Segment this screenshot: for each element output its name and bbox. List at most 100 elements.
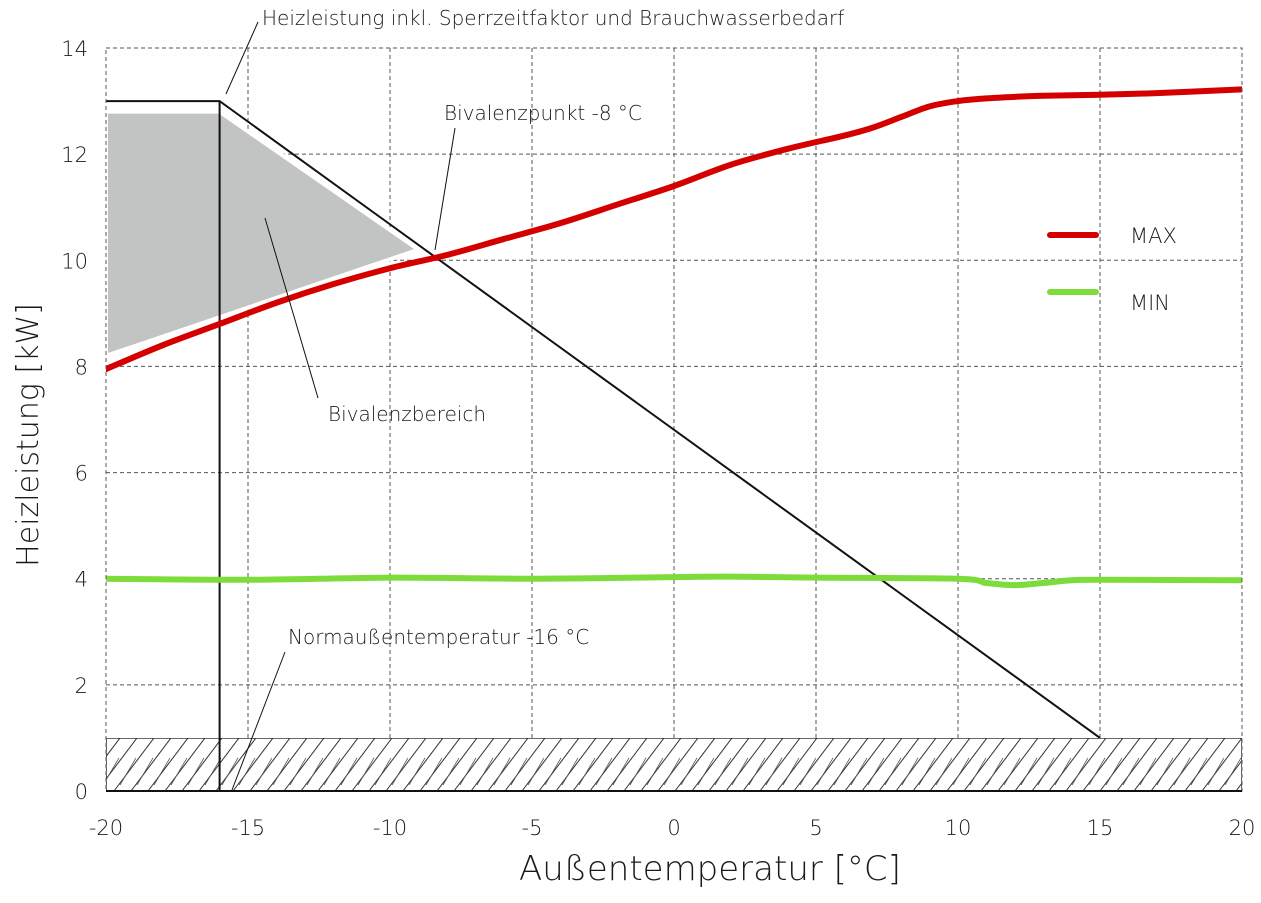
- y-tick-label: 12: [61, 143, 88, 167]
- hatch-stroke: [119, 757, 137, 786]
- y-tick-label: 2: [75, 674, 88, 698]
- hatch-stroke: [680, 757, 698, 786]
- hatch-stroke: [521, 738, 563, 791]
- hatch-stroke: [759, 738, 801, 791]
- legend-label-max: MAX: [1130, 224, 1177, 248]
- hatch-stroke: [106, 757, 120, 781]
- hatch-stroke: [629, 757, 647, 786]
- hatch-stroke: [357, 757, 375, 786]
- hatch-stroke: [368, 738, 410, 791]
- hatch-stroke: [340, 757, 358, 786]
- hatch-stroke: [266, 738, 308, 791]
- hatch-stroke: [459, 757, 477, 786]
- hatch-stroke: [419, 738, 461, 791]
- hatch-stroke: [323, 757, 341, 786]
- hatch-stroke: [980, 738, 1022, 791]
- annotation-bivalent-area: Bivalenzbereich: [328, 402, 486, 426]
- leader-bivalent-area: [264, 217, 319, 399]
- hatch-stroke: [436, 738, 478, 791]
- y-tick-label: 6: [75, 462, 88, 486]
- hatch-stroke: [249, 738, 291, 791]
- hatch-stroke: [878, 738, 920, 791]
- hatch-stroke: [130, 738, 172, 791]
- hatch-stroke: [1207, 757, 1225, 786]
- y-axis-ticks: 0 2 4 6 8 10 12 14: [61, 37, 88, 804]
- hatch-stroke: [232, 738, 274, 791]
- hatch-stroke: [918, 757, 936, 786]
- hatch-stroke: [986, 757, 1004, 786]
- hatch-stroke: [283, 738, 325, 791]
- hatch-stroke: [442, 757, 460, 786]
- hatch-stroke: [272, 757, 290, 786]
- hatch-stroke: [935, 757, 953, 786]
- plot-lines: [106, 86, 1242, 791]
- hatch-stroke: [52, 758, 68, 785]
- hatch-stroke: [640, 738, 682, 791]
- y-tick-label: 14: [61, 37, 88, 61]
- hatch-stroke: [164, 738, 206, 791]
- hatch-stroke: [606, 738, 648, 791]
- bivalent-area-polygon: [104, 109, 423, 359]
- hatch-stroke: [470, 738, 512, 791]
- hatch-stroke: [215, 738, 257, 791]
- hatch-stroke: [289, 757, 307, 786]
- hatch-stroke: [106, 738, 121, 758]
- hatch-stroke: [799, 757, 817, 786]
- hatch-stroke: [850, 757, 868, 786]
- hatch-stroke: [1020, 757, 1038, 786]
- x-tick-label: 20: [1229, 816, 1256, 840]
- hatch-stroke: [884, 757, 902, 786]
- hatch-stroke: [1150, 738, 1192, 791]
- hatched-band: [52, 738, 1261, 791]
- hatch-stroke: [527, 757, 545, 786]
- hatch-stroke: [1167, 738, 1209, 791]
- hatch-stroke: [810, 738, 852, 791]
- annotation-heating-load: Heizleistung inkl. Sperrzeitfaktor und B…: [262, 6, 844, 30]
- hatch-stroke: [1253, 738, 1261, 791]
- hatch-stroke: [487, 738, 529, 791]
- x-tick-label: 0: [667, 816, 680, 840]
- hatch-stroke: [408, 757, 426, 786]
- hatch-stroke: [697, 757, 715, 786]
- hatch-stroke: [657, 738, 699, 791]
- hatch-stroke: [1088, 757, 1106, 786]
- hatch-stroke: [1190, 757, 1208, 786]
- hatch-stroke: [963, 738, 1005, 791]
- hatch-stroke: [1133, 738, 1175, 791]
- hatch-stroke: [776, 738, 818, 791]
- hatch-stroke: [1014, 738, 1056, 791]
- hatch-stroke: [153, 757, 171, 786]
- hatch-stroke: [453, 738, 495, 791]
- hatch-stroke: [833, 757, 851, 786]
- x-tick-label: 15: [1087, 816, 1114, 840]
- hatch-stroke: [969, 757, 987, 786]
- hatch-stroke: [861, 738, 903, 791]
- hatch-stroke: [402, 738, 444, 791]
- hatch-stroke: [1156, 757, 1174, 786]
- hatch-stroke: [1065, 738, 1107, 791]
- x-tick-label: 5: [809, 816, 822, 840]
- annotation-bivalent-point: Bivalenzpunkt -8 °C: [444, 101, 642, 125]
- hatch-stroke: [238, 757, 256, 786]
- hatch-stroke: [1031, 738, 1073, 791]
- hatch-stroke: [623, 738, 665, 791]
- hatch-stroke: [646, 757, 664, 786]
- hatch-stroke: [555, 738, 597, 791]
- hatch-stroke: [1082, 738, 1124, 791]
- hatch-stroke: [504, 738, 546, 791]
- x-tick-label: -20: [89, 816, 123, 840]
- hatch-stroke: [765, 757, 783, 786]
- annotation-leaders: [225, 21, 456, 791]
- hatch-stroke: [742, 738, 784, 791]
- hatch-stroke: [147, 738, 189, 791]
- hatch-stroke: [300, 738, 342, 791]
- x-axis-ticks: -20 -15 -10 -5 0 5 10 15 20: [89, 816, 1256, 840]
- hatch-stroke: [895, 738, 937, 791]
- hatch-stroke: [204, 757, 222, 786]
- hatch-stroke: [674, 738, 716, 791]
- hatch-stroke: [255, 757, 273, 786]
- hatch-stroke: [1048, 738, 1090, 791]
- y-tick-label: 4: [75, 568, 88, 592]
- hatch-stroke: [782, 757, 800, 786]
- hatch-stroke: [510, 757, 528, 786]
